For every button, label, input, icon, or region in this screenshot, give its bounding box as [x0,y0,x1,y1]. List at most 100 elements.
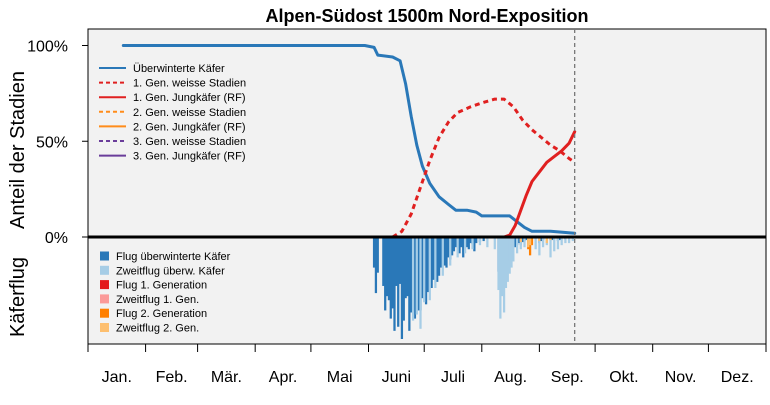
x-tick-label-month: Dez. [721,369,754,386]
flight-bar-flug-ueberwinterte-kaefer [437,237,441,276]
flight-bar-flug-ueberwinterte-kaefer [424,237,428,305]
legend-flights: Flug überwinterte Käfer Zweitflug überw. … [100,251,231,335]
flight-bar-flug-ueberwinterte-kaefer [467,237,470,250]
flight-bar-zweitflug-ueberw-kaefer [556,237,560,250]
y-axis-label-top: Anteil der Stadien [7,71,29,229]
flight-bar-zweitflug-ueberw-kaefer [512,237,515,262]
flight-bar-flug-ueberwinterte-kaefer [402,237,405,321]
flight-bar-flug-ueberwinterte-kaefer [445,237,448,268]
flight-bar-zweitflug-ueberw-kaefer [564,237,567,244]
flight-bar-zweitflug-ueberw-kaefer [486,237,489,248]
flight-bar-flug-ueberwinterte-kaefer [389,237,392,319]
flight-bar-flug-ueberwinterte-kaefer [398,237,402,284]
flight-bar-flug-ueberwinterte-kaefer [421,237,424,299]
flight-bar-zweitflug-ueberw-kaefer [523,237,526,248]
flight-bar-zweitflug-ueberw-kaefer [519,237,522,250]
flight-bar-flug-ueberwinterte-kaefer [426,237,430,293]
flight-bar-zweitflug-ueberw-kaefer [502,237,506,313]
y-axis-label-bottom: Käferflug [7,257,29,337]
flight-bar-flug-ueberwinterte-kaefer [400,237,404,339]
flight-bar-flug-ueberwinterte-kaefer [540,237,543,242]
y-axis: 100% 50% 0% [27,39,88,247]
flight-bar-flug-ueberwinterte-kaefer [443,237,446,266]
x-tick-label-month: Juli [441,369,465,386]
flight-bar-zweitflug-ueberw-kaefer [449,237,452,266]
flight-bar-flug-ueberwinterte-kaefer [473,237,476,252]
flight-bar-flug-ueberwinterte-kaefer [397,237,400,327]
flight-bar-zweitflug-ueberw-kaefer [456,237,459,258]
flight-bar-zweitflug-ueberw-kaefer [549,237,552,258]
legend-label-flug-1-generation: Flug 1. Generation [116,280,207,292]
flight-bar-zweitflug-ueberw-kaefer [504,237,508,288]
flight-bar-zweitflug-2-gen [528,237,532,246]
flight-bar-zweitflug-2-gen [519,237,522,243]
x-tick-label-month: Aug. [494,369,527,386]
legend-swatch-flug-1-generation [100,280,109,290]
y-tick-label: 0% [45,230,68,247]
legend-label-ueberwinterte-kaefer: Überwinterte Käfer [133,63,225,75]
legend-label-2-gen-weisse-stadien: 2. Gen. weisse Stadien [133,107,246,119]
flight-bar-zweitflug-ueberw-kaefer [538,237,541,256]
flight-bar-zweitflug-2-gen [527,237,530,248]
flight-bar-zweitflug-ueberw-kaefer [497,237,500,291]
legend-swatch-zweitflug-1-gen [100,294,109,304]
chart-title: Alpen-Südost 1500m Nord-Exposition [265,6,588,26]
flight-bar-flug-ueberwinterte-kaefer [482,237,485,242]
flight-bar-flug-ueberwinterte-kaefer [430,237,433,288]
flight-bar-flug-ueberwinterte-kaefer [439,237,443,268]
flight-bar-flug-ueberwinterte-kaefer [525,237,528,241]
flight-bar-zweitflug-ueberw-kaefer [428,237,431,301]
legend-label-zweitflug-ueberw-kaefer: Zweitflug überw. Käfer [116,265,225,277]
flight-bar-flug-ueberwinterte-kaefer [462,237,465,258]
legend-label-zweitflug-2-gen: Zweitflug 2. Gen. [116,323,199,335]
series-line-1-gen-jungkaefer-rf [121,130,577,239]
flight-bar-flug-ueberwinterte-kaefer [558,237,561,241]
flight-bar-zweitflug-ueberw-kaefer [441,237,444,276]
flight-bar-flug-ueberwinterte-kaefer [406,237,409,297]
flight-bar-flug-ueberwinterte-kaefer [475,237,478,244]
flight-bar-flug-ueberwinterte-kaefer [376,237,379,273]
flight-bar-flug-ueberwinterte-kaefer [382,237,385,286]
flight-bar-zweitflug-ueberw-kaefer [471,237,474,250]
legend-label-flug-2-generation: Flug 2. Generation [116,308,207,320]
flight-bar-zweitflug-2-gen [545,237,548,244]
y-tick-label: 100% [27,39,68,56]
x-tick-label-month: Juni [382,369,411,386]
legend-label-1-gen-weisse-stadien: 1. Gen. weisse Stadien [133,78,246,90]
x-tick-label-month: Feb. [156,369,188,386]
flight-bar-flug-ueberwinterte-kaefer [469,237,472,244]
legend-swatch-zweitflug-ueberw-kaefer [100,265,109,275]
stage-lines [121,44,577,239]
flight-bar-flug-ueberwinterte-kaefer [436,237,439,282]
flight-bar-flug-ueberwinterte-kaefer [447,237,450,258]
flight-bar-flug-ueberwinterte-kaefer [395,237,398,286]
legend-swatch-zweitflug-2-gen [100,323,109,332]
flight-bar-flug-ueberwinterte-kaefer [521,237,524,243]
legend-label-flug-ueberwinterte-kaefer: Flug überwinterte Käfer [116,251,231,263]
series-line-1-gen-weisse-stadien [391,97,576,239]
x-axis: Jan. Feb. Mär. Apr. Mai Juni Juli Aug. Sep. Okt. N… [87,344,767,386]
flight-bar-zweitflug-ueberw-kaefer [419,237,422,329]
flight-bar-zweitflug-2-gen [538,237,541,242]
flight-bar-zweitflug-ueberw-kaefer [423,237,426,303]
flight-bar-flug-ueberwinterte-kaefer [384,237,387,311]
flight-bar-flug-ueberwinterte-kaefer [391,237,394,309]
legend-label-3-gen-weisse-stadien: 3. Gen. weisse Stadien [133,136,246,148]
flight-bar-zweitflug-ueberw-kaefer [515,237,519,254]
flight-bar-flug-ueberwinterte-kaefer [452,237,456,252]
legend-swatch-flug-ueberwinterte-kaefer [100,251,109,261]
flight-bar-zweitflug-ueberw-kaefer [501,237,504,297]
flight-bar-flug-ueberwinterte-kaefer [417,237,420,311]
flight-bar-flug-ueberwinterte-kaefer [408,237,411,331]
flight-bar-flug-ueberwinterte-kaefer [387,237,391,301]
flight-bar-flug-ueberwinterte-kaefer [454,237,457,248]
x-tick-label-month: Okt. [609,369,638,386]
flight-bar-zweitflug-ueberw-kaefer [463,237,467,254]
flight-bar-zweitflug-ueberw-kaefer [478,237,482,246]
flight-bar-flug-ueberwinterte-kaefer [374,237,378,294]
flight-bar-flug-ueberwinterte-kaefer [458,237,461,254]
x-tick-label-month: Jan. [102,369,132,386]
x-tick-label-month: Mär. [211,369,242,386]
flight-bar-zweitflug-ueberw-kaefer [560,237,563,246]
flight-bar-zweitflug-ueberw-kaefer [411,237,415,321]
